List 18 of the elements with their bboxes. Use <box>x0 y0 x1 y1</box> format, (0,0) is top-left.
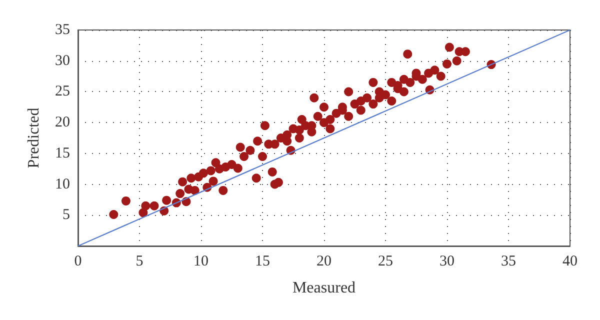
y-tick-label: 30 <box>55 52 70 69</box>
x-tick-label: 0 <box>74 254 82 270</box>
y-tick-label: 15 <box>55 145 70 162</box>
y-tick-label: 20 <box>55 114 70 131</box>
y-tick-label: 25 <box>55 84 70 100</box>
x-tick-label: 25 <box>378 254 393 270</box>
y-tick-label: 10 <box>55 176 70 192</box>
x-axis-title: Measured <box>292 280 356 296</box>
x-tick-label: 20 <box>316 254 332 270</box>
y-axis-title: Predicted <box>26 108 42 168</box>
x-tick-label: 10 <box>194 254 208 270</box>
x-tick-label: 30 <box>440 254 454 270</box>
y-tick-label: 35 <box>55 22 70 38</box>
x-tick-label: 40 <box>562 254 578 270</box>
x-tick-label: 15 <box>255 254 270 270</box>
x-tick-label: 5 <box>136 254 144 270</box>
x-tick-label: 35 <box>501 254 516 270</box>
y-tick-label: 5 <box>62 207 70 224</box>
